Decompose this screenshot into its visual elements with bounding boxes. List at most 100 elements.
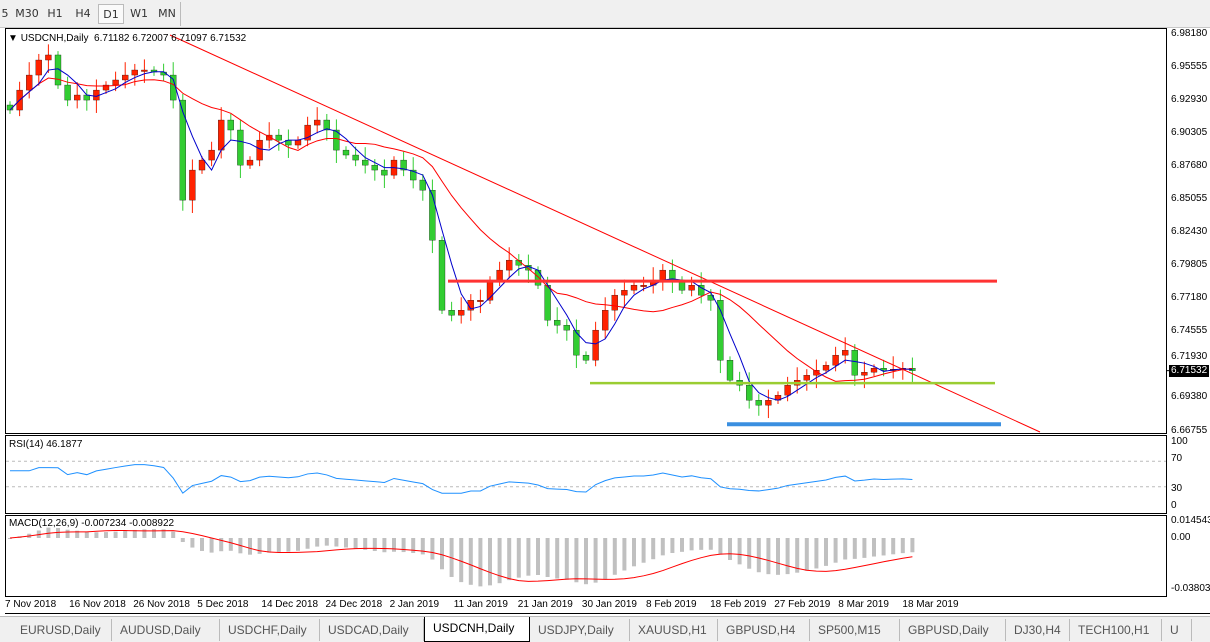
rsi-tick: 30: [1171, 483, 1183, 494]
candle-body: [208, 149, 215, 161]
tab-sp500-m15[interactable]: SP500,M15: [810, 619, 900, 641]
macd-histogram-bar: [670, 538, 675, 553]
macd-histogram-bar: [910, 538, 915, 553]
candle-body: [256, 139, 263, 161]
macd-histogram-bar: [65, 529, 70, 538]
macd-histogram-bar: [56, 528, 60, 538]
macd-histogram-bar: [824, 538, 828, 566]
candle-body: [688, 284, 695, 291]
timeframe-m30[interactable]: M30: [15, 7, 39, 20]
timeframe-h4[interactable]: H4: [75, 7, 91, 20]
candle-body: [218, 119, 225, 151]
macd-histogram-bar: [401, 538, 406, 553]
timeframe-5[interactable]: 5: [1, 7, 9, 20]
macd-histogram-bar: [728, 538, 732, 560]
slow-moving-average-line: [9, 77, 913, 382]
macd-histogram-bar: [488, 538, 492, 586]
tab-u[interactable]: U: [1162, 619, 1192, 641]
macd-histogram-bar: [84, 532, 89, 538]
macd-histogram-bar: [536, 538, 540, 575]
macd-histogram-bar: [641, 538, 646, 563]
macd-histogram-bar: [756, 538, 761, 573]
downtrend-line: [169, 34, 1041, 433]
tab-gbpusd-h4[interactable]: GBPUSD,H4: [718, 619, 810, 641]
candle-body: [842, 350, 849, 356]
macd-histogram-bar: [228, 538, 233, 551]
candle-body: [419, 179, 426, 191]
macd-histogram-bar: [891, 538, 896, 555]
price-tick: 6.87680: [1171, 160, 1208, 171]
candle-body: [323, 119, 330, 131]
macd-histogram-bar: [737, 538, 742, 565]
tab-tech100-h1[interactable]: TECH100,H1: [1070, 619, 1162, 641]
tab-eurusd-daily[interactable]: EURUSD,Daily: [12, 619, 112, 641]
tab-usdcnh-daily[interactable]: USDCNH,Daily: [424, 617, 530, 642]
price-tick: 6.69380: [1171, 391, 1208, 402]
price-tick: 6.71930: [1171, 351, 1208, 362]
macd-histogram-bar: [420, 538, 425, 555]
macd-histogram-bar: [603, 538, 608, 580]
fast-moving-average-line: [9, 68, 913, 401]
tab-gbpusd-daily[interactable]: GBPUSD,Daily: [900, 619, 1006, 641]
candle-body: [813, 370, 820, 376]
macd-tick: 0.00: [1171, 532, 1191, 543]
candle-body: [832, 354, 839, 366]
macd-histogram-bar: [324, 538, 329, 546]
candle-body: [438, 240, 446, 311]
candle-body: [534, 269, 542, 286]
tab-usdcad-daily[interactable]: USDCAD,Daily: [320, 619, 424, 641]
tab-xauusd-h1[interactable]: XAUUSD,H1: [630, 619, 718, 641]
candle-body: [304, 124, 311, 141]
candle-body: [294, 139, 302, 146]
date-tick: 18 Mar 2019: [902, 599, 959, 610]
date-tick: 11 Jan 2019: [453, 599, 508, 610]
date-tick: 8 Mar 2019: [838, 599, 889, 610]
candle-body: [573, 329, 580, 356]
candle-body: [371, 164, 378, 171]
macd-tick: -0.038038: [1171, 583, 1210, 594]
candle-body: [64, 84, 71, 101]
candle-body: [515, 259, 522, 266]
macd-histogram-bar: [8, 538, 12, 539]
candle-body: [102, 84, 110, 91]
candle-body: [448, 310, 455, 316]
date-tick: 21 Jan 2019: [517, 599, 573, 610]
candle-body: [582, 354, 590, 361]
candle-body: [179, 99, 186, 201]
macd-histogram-bar: [209, 538, 214, 553]
macd-histogram-bar: [152, 529, 156, 538]
candle-body: [717, 300, 724, 361]
macd-histogram-bar: [104, 532, 108, 538]
candle-body: [621, 290, 628, 296]
timeframe-d1[interactable]: D1: [98, 4, 124, 24]
candle-body: [189, 169, 196, 201]
timeframe-w1[interactable]: W1: [130, 7, 148, 20]
macd-histogram-bar: [257, 538, 262, 554]
tab-usdchf-daily[interactable]: USDCHF,Daily: [220, 619, 320, 641]
macd-pane-frame: [5, 515, 1167, 597]
candle-body: [400, 159, 407, 171]
candle-body: [352, 154, 359, 161]
candle-body: [784, 385, 791, 396]
tab-dj30-h4[interactable]: DJ30,H4: [1006, 619, 1070, 641]
date-tick: 26 Nov 2018: [133, 599, 190, 610]
candle-body: [496, 269, 503, 281]
timeframe-h1[interactable]: H1: [47, 7, 63, 20]
candle-body: [45, 54, 52, 61]
main-pane-frame: [5, 28, 1167, 434]
macd-histogram-bar: [689, 538, 694, 551]
macd-histogram-bar: [833, 538, 838, 563]
macd-histogram-bar: [785, 538, 790, 575]
candle-body: [54, 54, 62, 86]
macd-histogram-bar: [459, 538, 464, 583]
macd-histogram-bar: [276, 538, 281, 552]
rsi-pane-frame: [5, 435, 1167, 514]
macd-histogram-bar: [776, 538, 780, 575]
tab-usdjpy-daily[interactable]: USDJPY,Daily: [530, 619, 630, 641]
timeframe-mn[interactable]: MN: [158, 7, 176, 20]
candle-body: [333, 129, 340, 151]
tab-audusd-daily[interactable]: AUDUSD,Daily: [112, 619, 220, 641]
macd-histogram-bar: [708, 538, 713, 550]
candle-body: [861, 372, 868, 376]
